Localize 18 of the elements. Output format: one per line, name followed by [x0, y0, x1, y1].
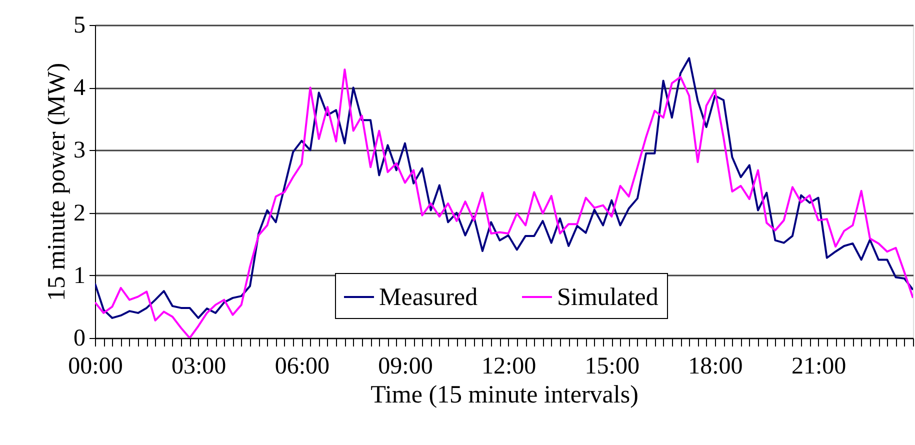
x-axis-title: Time (15 minute intervals) — [370, 382, 638, 408]
x-tick-label: 21:00 — [791, 354, 846, 380]
y-axis-title: 15 minute power (MW) — [44, 62, 70, 302]
x-tick-label: 06:00 — [274, 354, 330, 380]
x-tick-label: 12:00 — [481, 354, 536, 380]
y-tick-label: 1 — [74, 262, 86, 289]
y-tick-label: 4 — [74, 75, 86, 102]
y-tick-label: 0 — [74, 326, 86, 352]
legend-label: Measured — [379, 284, 478, 311]
y-tick-label: 5 — [74, 12, 86, 38]
x-tick-label: 09:00 — [378, 354, 433, 380]
y-tick-label: 3 — [74, 138, 86, 164]
y-tick-label: 2 — [74, 200, 86, 226]
x-tick-label: 00:00 — [68, 354, 123, 380]
legend-label: Simulated — [557, 284, 659, 311]
x-tick-label: 03:00 — [171, 354, 226, 380]
x-tick-label: 15:00 — [584, 354, 640, 380]
x-tick-label: 18:00 — [688, 354, 743, 380]
